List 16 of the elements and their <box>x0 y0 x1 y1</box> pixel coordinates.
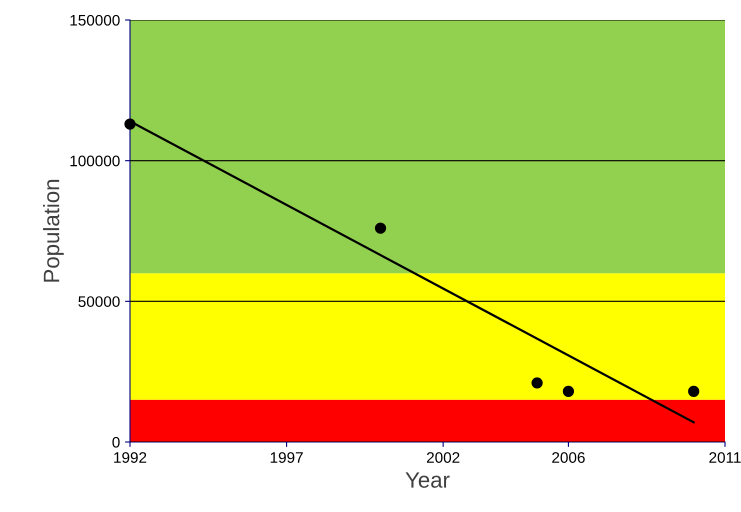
y-tick-label: 150000 <box>70 14 120 26</box>
point <box>124 118 136 130</box>
x-tick-label: 1997 <box>270 452 303 463</box>
point <box>532 377 543 389</box>
x-tick-label: 2011 <box>709 452 741 463</box>
x-axis-title: Year <box>406 472 450 488</box>
point <box>562 386 574 397</box>
x-tick-label: 2002 <box>426 452 460 463</box>
y-tick-label: 50000 <box>78 296 120 308</box>
point <box>374 222 386 234</box>
x-tick-label: 1992 <box>114 452 146 463</box>
y-tick-label: 100000 <box>70 156 120 166</box>
y-axis-title: Population <box>43 180 64 282</box>
y-tick-label: 0 <box>112 436 120 448</box>
x-tick-label: 2006 <box>552 452 585 463</box>
point <box>688 386 700 397</box>
